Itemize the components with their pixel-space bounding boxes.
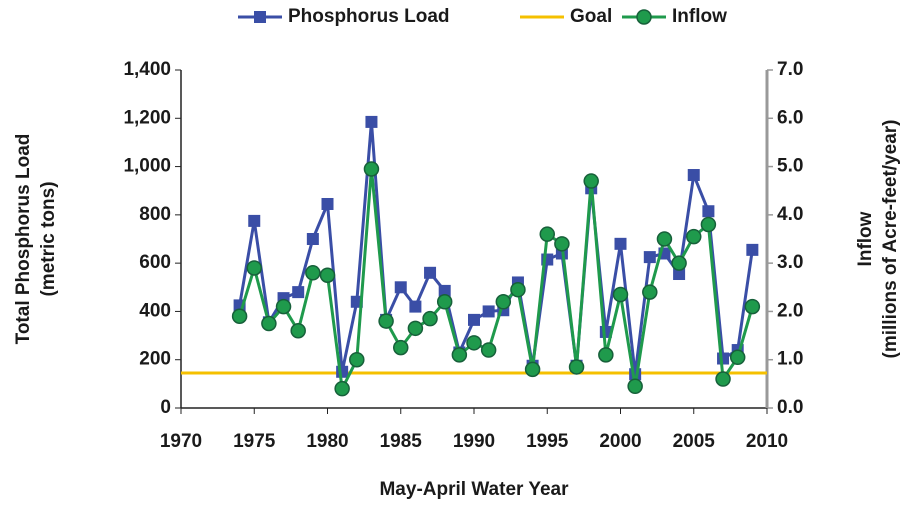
y2-tick-label: 6.0 [777, 107, 803, 128]
y-tick-label: 200 [139, 349, 171, 370]
marker [715, 371, 731, 387]
marker [468, 313, 480, 326]
marker [306, 233, 319, 245]
marker [231, 308, 248, 325]
legend-marker [636, 9, 652, 25]
marker [687, 169, 700, 182]
marker [598, 347, 614, 363]
y2-tick-label: 3.0 [777, 252, 803, 273]
y-axis-title: Total Phosphorus Load [13, 134, 34, 345]
marker [568, 359, 585, 375]
y2-tick-label: 5.0 [777, 156, 803, 177]
marker [451, 347, 468, 363]
y2-tick-label: 7.0 [777, 59, 803, 80]
marker [248, 214, 261, 227]
x-tick-label: 2000 [599, 431, 641, 452]
marker [246, 260, 262, 276]
marker [746, 243, 759, 256]
x-axis-title: May-April Water Year [379, 479, 569, 500]
y-tick-label: 1,400 [123, 59, 171, 80]
marker [261, 315, 277, 332]
y2-tick-label: 0.0 [777, 397, 803, 418]
marker [365, 115, 378, 128]
marker [482, 305, 495, 318]
marker [292, 286, 305, 299]
marker [422, 310, 438, 327]
legend-label: Inflow [672, 6, 727, 27]
marker [321, 197, 334, 210]
y-tick-label: 1,000 [123, 156, 171, 177]
x-tick-label: 1970 [160, 431, 202, 452]
marker [614, 237, 627, 250]
marker [334, 380, 350, 397]
y2-tick-label: 2.0 [777, 300, 803, 321]
marker [554, 236, 570, 252]
y-tick-label: 400 [139, 300, 171, 321]
marker [539, 226, 555, 242]
y2-tick-label: 1.0 [777, 349, 803, 370]
y-axis-title: (metric tons) [38, 181, 59, 296]
marker [393, 339, 409, 356]
marker [700, 216, 717, 233]
marker [612, 286, 629, 303]
marker [702, 205, 715, 218]
marker [510, 281, 526, 298]
marker [495, 294, 512, 310]
marker [583, 173, 599, 189]
marker [671, 255, 687, 271]
marker [643, 251, 656, 264]
marker [686, 228, 702, 245]
marker [290, 322, 306, 339]
marker [656, 231, 673, 247]
marker [744, 298, 761, 315]
marker [436, 294, 453, 310]
marker [363, 161, 380, 177]
y-tick-label: 600 [139, 252, 171, 273]
marker [466, 335, 482, 351]
marker [275, 298, 292, 315]
marker [378, 313, 394, 329]
series-line [238, 121, 754, 375]
marker [642, 284, 658, 300]
y-tick-label: 0 [160, 397, 171, 418]
y-tick-label: 800 [139, 204, 171, 225]
x-tick-label: 1995 [526, 431, 569, 452]
x-tick-label: 1980 [306, 431, 348, 452]
x-tick-label: 2010 [746, 431, 788, 452]
marker [438, 284, 451, 297]
marker [349, 351, 365, 368]
marker [717, 352, 730, 365]
legend-label: Phosphorus Load [288, 6, 450, 27]
legend-marker [254, 11, 266, 23]
x-tick-label: 1975 [233, 431, 276, 452]
marker [305, 265, 321, 281]
x-tick-label: 1990 [453, 431, 495, 452]
marker [627, 378, 643, 395]
marker [319, 267, 336, 283]
legend-label: Goal [570, 6, 612, 27]
marker [424, 266, 437, 279]
marker [729, 349, 746, 366]
y2-axis-title: Inflow [855, 211, 876, 266]
x-tick-label: 2005 [673, 431, 716, 452]
marker [673, 268, 686, 281]
y-tick-label: 1,200 [123, 107, 171, 128]
x-tick-label: 1985 [380, 431, 423, 452]
y2-axis-title: (millions of Acre-feet/year) [880, 120, 901, 359]
marker [480, 342, 497, 358]
marker [394, 281, 407, 294]
marker [409, 300, 422, 313]
y2-tick-label: 4.0 [777, 204, 803, 225]
marker [407, 320, 424, 337]
marker [524, 361, 541, 378]
